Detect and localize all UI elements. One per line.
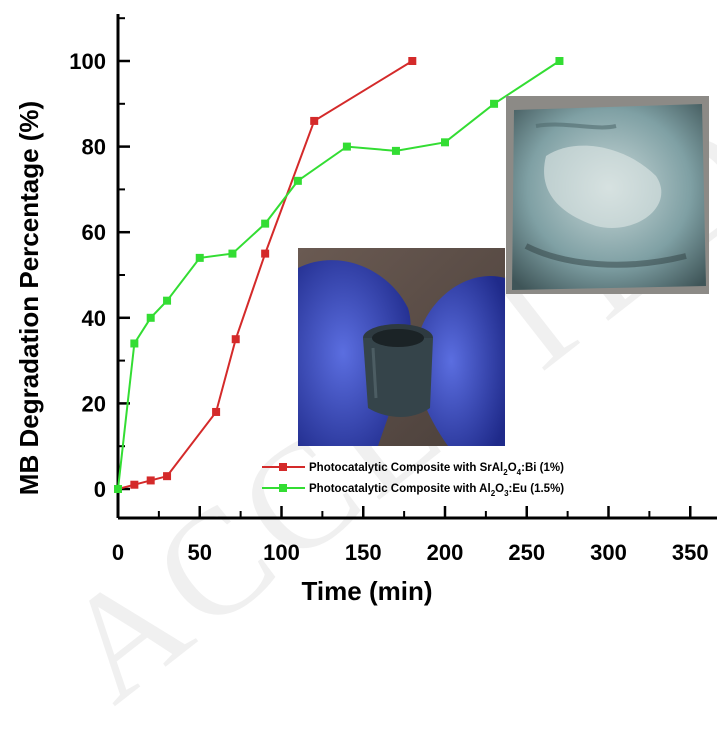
- data-point: [261, 219, 270, 228]
- data-point: [163, 296, 172, 305]
- data-point: [261, 249, 270, 258]
- data-point: [293, 176, 302, 185]
- y-tick-label: 60: [82, 220, 106, 245]
- data-point: [342, 142, 351, 151]
- y-tick-label: 0: [94, 477, 106, 502]
- data-point: [310, 116, 319, 125]
- y-tick-label: 20: [82, 391, 106, 416]
- legend-label-2: Photocatalytic Composite with Al2O3:Eu (…: [309, 483, 564, 498]
- x-ticks: 0 50 100 150 200 250 300 350: [112, 506, 709, 565]
- y-tick-label: 40: [82, 306, 106, 331]
- data-point: [195, 253, 204, 262]
- data-point: [212, 407, 221, 416]
- data-point: [146, 313, 155, 322]
- data-point: [391, 146, 400, 155]
- y-axis-label: MB Degradation Percentage (%): [14, 101, 44, 495]
- data-point: [231, 335, 240, 344]
- inset-photo-plate: [506, 96, 709, 294]
- legend-marker: [279, 484, 287, 492]
- x-axis-label: Time (min): [302, 576, 433, 606]
- axes: [116, 14, 717, 520]
- legend: Photocatalytic Composite with SrAl2O4:Bi…: [262, 462, 564, 498]
- x-tick-label: 250: [508, 540, 545, 565]
- legend-label-1: Photocatalytic Composite with SrAl2O4:Bi…: [309, 462, 564, 477]
- x-tick-label: 350: [672, 540, 709, 565]
- data-point: [441, 138, 449, 147]
- x-tick-label: 200: [427, 540, 464, 565]
- y-ticks: 0 20 40 60 80 100: [69, 17, 130, 502]
- y-tick-label: 100: [69, 49, 106, 74]
- data-point: [490, 99, 499, 108]
- x-tick-label: 50: [188, 540, 212, 565]
- x-tick-label: 0: [112, 540, 124, 565]
- data-point: [146, 476, 155, 485]
- x-tick-label: 100: [263, 540, 300, 565]
- data-point: [114, 485, 122, 493]
- data-point: [130, 339, 139, 348]
- degradation-chart: 0 50 100 150 200 250 300 350 0 20 40 60 80 100 Time …: [14, 14, 717, 606]
- y-tick-label: 80: [82, 135, 106, 160]
- data-point: [228, 249, 237, 258]
- data-point: [163, 472, 172, 481]
- legend-marker: [279, 463, 287, 471]
- data-point: [130, 480, 139, 489]
- series-group: [114, 57, 564, 493]
- x-tick-label: 300: [590, 540, 627, 565]
- data-point: [408, 57, 417, 65]
- inset-photo-gloves: [298, 248, 505, 446]
- x-tick-label: 150: [345, 540, 382, 565]
- data-point: [555, 57, 564, 65]
